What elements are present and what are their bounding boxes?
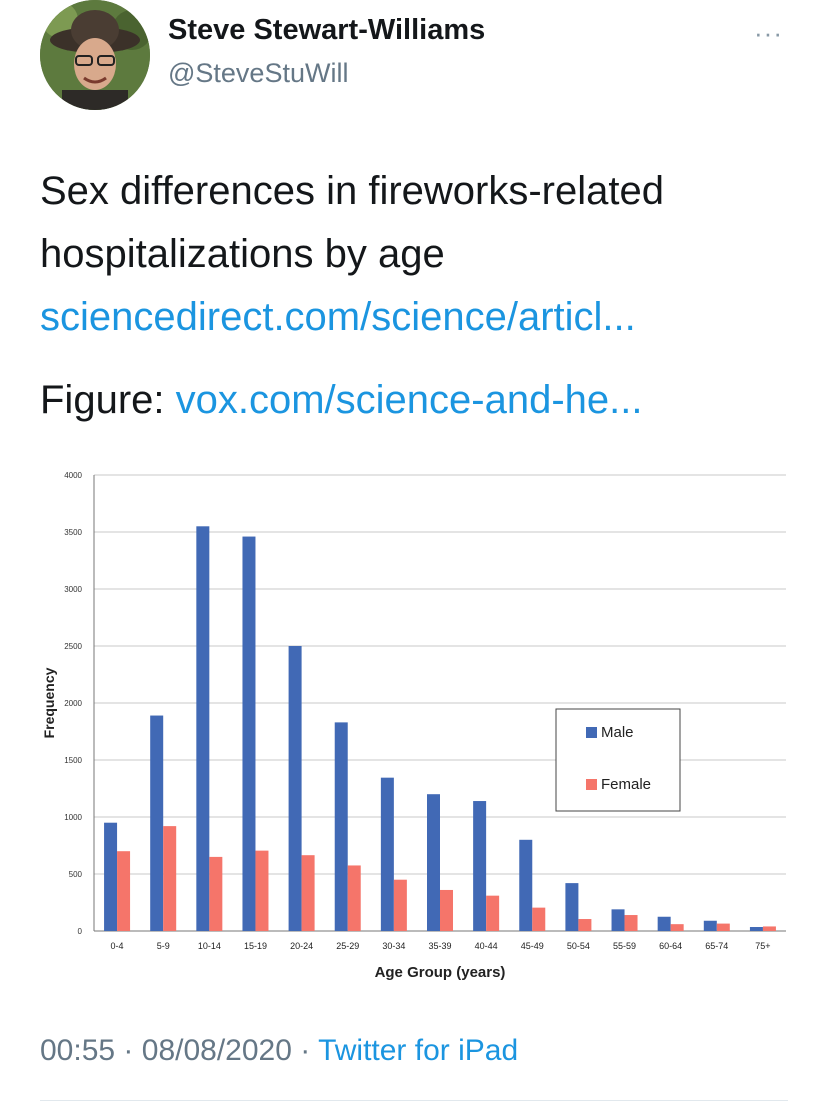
y-tick-label: 3500: [64, 528, 82, 537]
bar-female: [624, 915, 638, 931]
bar-female: [163, 826, 177, 931]
vox-link[interactable]: vox.com/science-and-he...: [175, 378, 643, 422]
x-tick-label: 0-4: [111, 941, 124, 951]
figure-label: Figure:: [40, 378, 176, 422]
bar-male: [427, 794, 440, 931]
x-tick-label: 15-19: [244, 941, 267, 951]
tweet-text-line-2: hospitalizations by age: [40, 232, 445, 276]
tweet-text-line-1: Sex differences in fireworks-related: [40, 169, 664, 213]
bar-female: [347, 865, 361, 931]
bar-male: [703, 920, 717, 931]
bar-female: [486, 895, 500, 931]
bar-male: [104, 822, 118, 931]
author-handle[interactable]: @SteveStuWill: [168, 58, 349, 88]
x-tick-label: 35-39: [428, 941, 451, 951]
tweet-date[interactable]: 08/08/2020: [141, 1034, 292, 1067]
y-tick-label: 1500: [64, 756, 82, 765]
bar-male: [473, 801, 487, 931]
x-tick-label: 10-14: [198, 941, 221, 951]
x-tick-label: 45-49: [521, 941, 544, 951]
legend-swatch-male: [586, 727, 597, 738]
chart-bars: [104, 526, 776, 931]
bar-male: [242, 536, 256, 931]
bar-male: [334, 722, 348, 931]
bar-female: [255, 850, 269, 931]
y-tick-label: 4000: [64, 471, 82, 480]
tweet-source[interactable]: Twitter for iPad: [318, 1034, 519, 1067]
sciencedirect-link[interactable]: sciencedirect.com/science/articl...: [40, 295, 636, 339]
legend-swatch-female: [586, 779, 597, 790]
x-tick-labels: 0-4 5-9 10-14 15-19 20-24 25-29 30-34 35-39 40-4…: [111, 941, 771, 951]
fireworks-bar-chart[interactable]: 0 500 1000 1500 2000 2500 3000 3500 4000 0-4 5-9 1…: [34, 463, 794, 993]
y-tick-label: 500: [69, 870, 83, 879]
y-tick-label: 2000: [64, 699, 82, 708]
bar-female: [762, 926, 776, 931]
bar-female: [117, 851, 131, 931]
x-tick-label: 5-9: [157, 941, 170, 951]
bar-female: [440, 889, 453, 931]
bar-male: [657, 916, 671, 931]
legend-label-female: Female: [601, 776, 651, 793]
bar-female: [301, 855, 315, 931]
x-tick-label: 60-64: [659, 941, 682, 951]
x-tick-label: 65-74: [705, 941, 728, 951]
bar-male: [519, 839, 533, 931]
y-axis-label: Frequency: [41, 667, 57, 738]
bar-male: [749, 927, 763, 931]
x-axis-label: Age Group (years): [375, 964, 506, 981]
x-tick-label: 20-24: [290, 941, 313, 951]
legend-box: [555, 708, 681, 812]
legend-label-male: Male: [601, 724, 634, 741]
author-name[interactable]: Steve Stewart-Williams: [168, 14, 486, 46]
y-tick-label: 2500: [64, 642, 82, 651]
x-tick-label: 25-29: [336, 941, 359, 951]
x-tick-label: 40-44: [475, 941, 498, 951]
bar-female: [532, 907, 546, 931]
bar-male: [150, 715, 164, 931]
bar-male: [196, 526, 210, 931]
x-tick-label: 50-54: [567, 941, 590, 951]
y-tick-labels: 0 500 1000 1500 2000 2500 3000 3500 4000: [64, 471, 82, 936]
avatar[interactable]: [40, 0, 150, 110]
bar-female: [578, 919, 592, 931]
tweet-footer: 00:55 · 08/08/2020 · Twitter for iPad: [40, 1034, 518, 1068]
bar-female: [209, 856, 223, 931]
x-tick-label: 30-34: [382, 941, 405, 951]
bar-male: [288, 646, 302, 931]
more-options-icon[interactable]: ···: [754, 18, 783, 48]
y-tick-label: 3000: [64, 585, 82, 594]
chart-legend: Male Female: [555, 708, 681, 812]
bar-male: [611, 909, 625, 931]
divider: [40, 1100, 788, 1101]
y-tick-label: 1000: [64, 813, 82, 822]
bar-male: [565, 883, 579, 931]
x-tick-label: 75+: [755, 941, 770, 951]
bar-female: [670, 924, 684, 931]
separator-dot: ·: [123, 1034, 134, 1067]
bar-female: [716, 923, 730, 931]
x-tick-label: 55-59: [613, 941, 636, 951]
bar-female: [393, 879, 407, 931]
y-tick-label: 0: [78, 927, 83, 936]
tweet-text: Sex differences in fireworks-related hos…: [40, 160, 800, 432]
figure-line: Figure: vox.com/science-and-he...: [40, 369, 800, 432]
tweet-time[interactable]: 00:55: [40, 1034, 116, 1067]
separator-dot: ·: [300, 1034, 311, 1067]
bar-male: [380, 777, 394, 931]
